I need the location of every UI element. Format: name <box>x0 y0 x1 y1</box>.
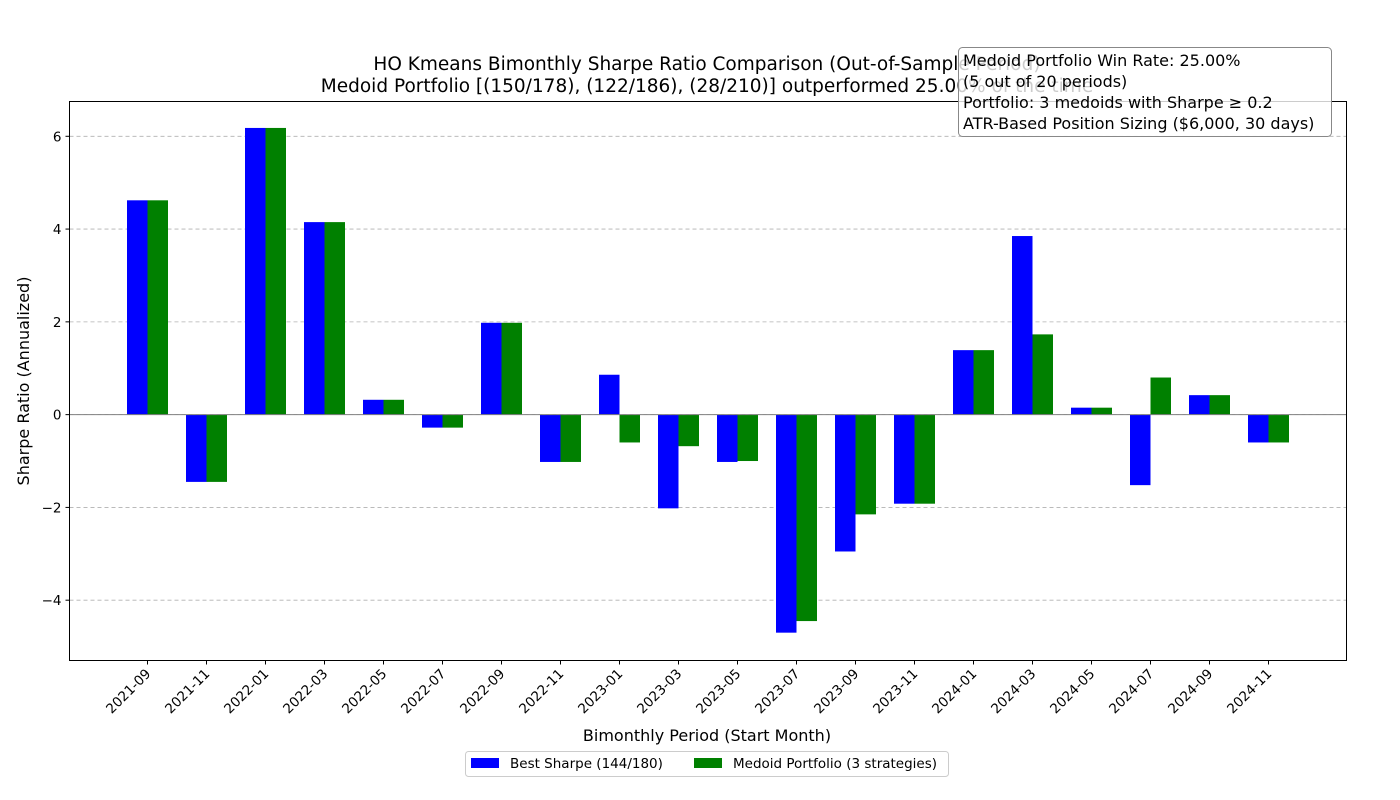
bar-medoid-portfolio-2023-01 <box>619 414 640 443</box>
bar-best-sharpe-2023-07 <box>776 414 797 633</box>
x-tick-label: 2022-05 <box>339 666 390 717</box>
bar-medoid-portfolio-2021-11 <box>206 414 227 482</box>
x-tick-label: 2024-05 <box>1047 666 1098 717</box>
x-axis-label: Bimonthly Period (Start Month) <box>583 726 831 745</box>
x-tick-label: 2023-03 <box>634 666 685 717</box>
bar-medoid-portfolio-2022-09 <box>501 322 522 415</box>
x-tick-label: 2023-09 <box>811 666 862 717</box>
bar-medoid-portfolio-2023-09 <box>855 414 876 515</box>
x-tick-label: 2023-11 <box>870 666 921 717</box>
bar-medoid-portfolio-2023-07 <box>796 414 817 622</box>
bar-best-sharpe-2024-07 <box>1130 414 1151 486</box>
x-tick-label: 2023-05 <box>693 666 744 717</box>
legend-swatch-best-sharpe <box>471 758 499 768</box>
x-tick-label: 2021-11 <box>162 666 213 717</box>
x-tick-label: 2024-11 <box>1224 666 1275 717</box>
bar-best-sharpe-2022-05 <box>363 399 384 415</box>
bar-best-sharpe-2022-07 <box>422 414 443 428</box>
bar-best-sharpe-2024-09 <box>1189 395 1210 415</box>
chart-title-line1: HO Kmeans Bimonthly Sharpe Ratio Compari… <box>373 54 1040 75</box>
bar-best-sharpe-2022-01 <box>245 127 266 415</box>
x-tick-label: 2024-09 <box>1165 666 1216 717</box>
y-tick-label: 2 <box>53 315 62 331</box>
y-tick-label: −2 <box>42 500 62 516</box>
x-tick-label: 2023-01 <box>575 666 626 717</box>
bar-medoid-portfolio-2023-03 <box>678 414 699 447</box>
bar-medoid-portfolio-2023-05 <box>737 414 758 462</box>
bar-medoid-portfolio-2024-07 <box>1150 377 1171 415</box>
legend-swatch-medoid-portfolio <box>694 758 722 768</box>
bar-medoid-portfolio-2023-11 <box>914 414 935 504</box>
x-tick-label: 2022-09 <box>457 666 508 717</box>
y-tick-label: −4 <box>42 593 62 609</box>
bar-best-sharpe-2024-01 <box>953 350 974 415</box>
bar-best-sharpe-2023-03 <box>658 414 679 509</box>
bar-best-sharpe-2022-03 <box>304 222 325 415</box>
x-tick-label: 2022-01 <box>221 666 272 717</box>
y-tick-label: 0 <box>53 408 62 424</box>
x-tick-label: 2022-03 <box>280 666 331 717</box>
info-win-rate: Medoid Portfolio Win Rate: 25.00% <box>963 51 1241 70</box>
chart-title-line2: Medoid Portfolio [(150/178), (122/186), … <box>321 76 1093 97</box>
bar-medoid-portfolio-2022-01 <box>265 127 286 415</box>
info-period-count: (5 out of 20 periods) <box>963 72 1127 91</box>
x-tick-label: 2024-07 <box>1106 666 1157 717</box>
x-tick-label: 2023-07 <box>752 666 803 717</box>
legend: Best Sharpe (144/180) Medoid Portfolio (… <box>465 751 949 777</box>
bar-medoid-portfolio-2024-11 <box>1268 414 1289 443</box>
info-portfolio: Portfolio: 3 medoids with Sharpe ≥ 0.2 <box>963 93 1273 112</box>
bar-medoid-portfolio-2022-03 <box>324 222 345 415</box>
y-axis-ticks: −4 −2 0 2 4 6 <box>42 129 70 609</box>
win-rate-info-box: Medoid Portfolio Win Rate: 25.00% (5 out… <box>958 47 1332 137</box>
x-tick-label: 2022-11 <box>516 666 567 717</box>
bar-best-sharpe-2024-03 <box>1012 236 1033 415</box>
bar-best-sharpe-2023-09 <box>835 414 856 552</box>
bar-best-sharpe-2022-09 <box>481 322 502 415</box>
bar-medoid-portfolio-2022-11 <box>560 414 581 462</box>
info-box-frame <box>958 47 1332 137</box>
bar-medoid-portfolio-2024-01 <box>973 350 994 415</box>
bar-medoid-portfolio-2022-07 <box>442 414 463 428</box>
bar-best-sharpe-2021-09 <box>127 200 148 415</box>
bar-medoid-portfolio-2024-03 <box>1032 334 1053 415</box>
bar-medoid-portfolio-2024-09 <box>1209 395 1230 415</box>
x-tick-label: 2022-07 <box>398 666 449 717</box>
bar-best-sharpe-2024-11 <box>1248 414 1269 443</box>
bar-medoid-portfolio-2021-09 <box>147 200 168 415</box>
legend-label-medoid-portfolio: Medoid Portfolio (3 strategies) <box>733 756 937 772</box>
bar-best-sharpe-2023-01 <box>599 374 620 415</box>
info-position-sizing: ATR-Based Position Sizing ($6,000, 30 da… <box>963 114 1314 133</box>
y-axis-label: Sharpe Ratio (Annualized) <box>14 277 33 486</box>
x-axis-ticks: 2021-09 2021-11 2022-01 2022-03 2022-05 2022-… <box>103 660 1275 717</box>
bar-medoid-portfolio-2024-05 <box>1091 407 1112 415</box>
x-tick-label: 2024-03 <box>988 666 1039 717</box>
y-tick-label: 6 <box>53 129 62 145</box>
bar-best-sharpe-2024-05 <box>1071 407 1092 415</box>
bar-best-sharpe-2021-11 <box>186 414 207 482</box>
bar-medoid-portfolio-2022-05 <box>383 399 404 415</box>
bar-best-sharpe-2022-11 <box>540 414 561 462</box>
x-tick-label: 2024-01 <box>929 666 980 717</box>
y-tick-label: 4 <box>53 222 62 238</box>
legend-label-best-sharpe: Best Sharpe (144/180) <box>510 756 663 772</box>
bar-best-sharpe-2023-11 <box>894 414 915 504</box>
bar-best-sharpe-2023-05 <box>717 414 738 462</box>
bars <box>127 127 1289 633</box>
x-tick-label: 2021-09 <box>103 666 154 717</box>
plot-frame <box>69 101 1347 661</box>
